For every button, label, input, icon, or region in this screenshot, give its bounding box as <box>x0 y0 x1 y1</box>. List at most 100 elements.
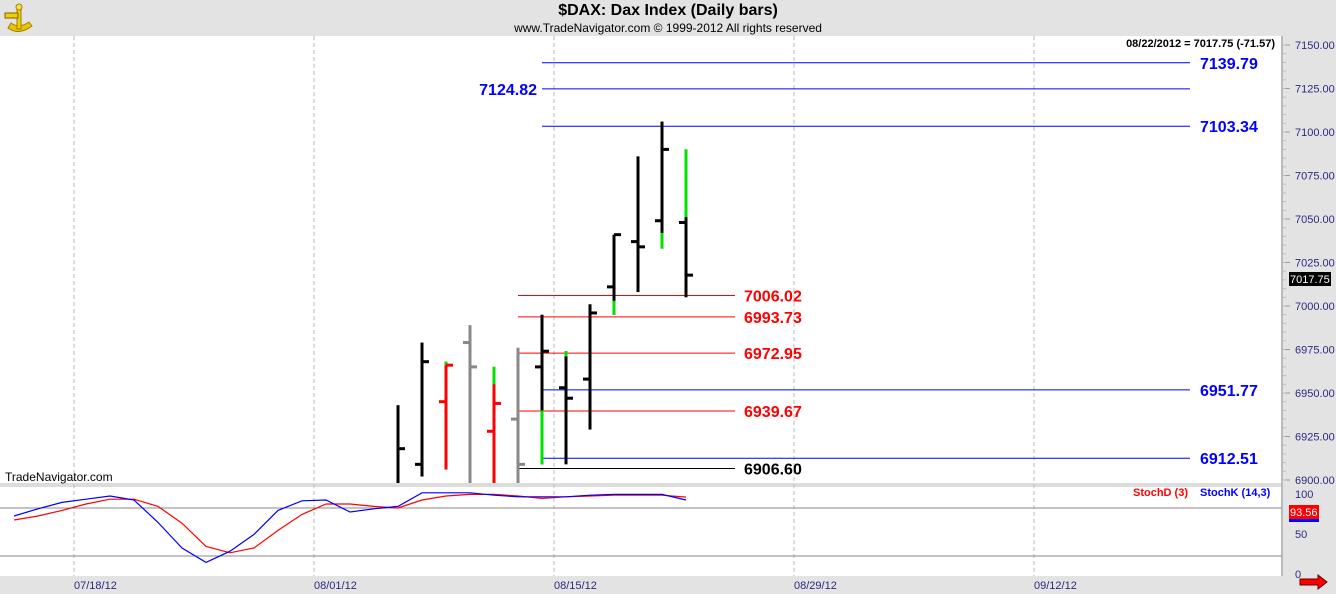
ohlc-bar <box>415 342 429 477</box>
bar-open-tick <box>511 417 518 421</box>
price-readout: 08/22/2012 = 7017.75 (-71.57) <box>1126 38 1275 50</box>
ohlc-bar <box>535 314 549 465</box>
level-label: 6906.60 <box>744 462 802 479</box>
stoch-tick-label: 0 <box>1295 569 1301 581</box>
bar-range <box>540 314 544 465</box>
ohlc-bar <box>679 149 693 298</box>
bar-highlight <box>612 300 616 315</box>
bar-range <box>588 304 592 430</box>
bar-close-tick <box>590 311 597 315</box>
ohlc-bar <box>607 233 621 315</box>
bar-open-tick <box>487 429 494 433</box>
stoch-panel[interactable] <box>0 487 1282 576</box>
ohlc-bar <box>463 325 477 483</box>
last-price-box <box>1289 272 1331 286</box>
watermark-text: TradeNavigator.com <box>5 470 113 484</box>
price-tick-label: 7000.00 <box>1295 301 1335 313</box>
bar-range <box>468 325 472 483</box>
bar-close-tick <box>566 396 573 400</box>
level-label: 6939.67 <box>744 404 802 421</box>
last-stoch-label: 93.56 <box>1290 507 1318 519</box>
level-label: 7103.34 <box>1200 119 1258 136</box>
bar-range <box>636 156 640 293</box>
stoch-tick-label: 50 <box>1295 529 1307 541</box>
level-label: 6972.95 <box>744 346 802 363</box>
last-stoch-box <box>1289 505 1319 519</box>
ohlc-bar <box>559 351 573 465</box>
last-price-label: 7017.75 <box>1290 274 1330 286</box>
arrow-right-icon[interactable] <box>1299 573 1328 591</box>
level-label: 7124.82 <box>479 82 537 99</box>
ohlc-bar <box>583 304 597 430</box>
bar-open-tick <box>655 219 662 223</box>
bar-close-tick <box>398 447 405 451</box>
bar-open-tick <box>679 220 686 224</box>
bar-open-tick <box>415 462 422 466</box>
last-stochk-marker <box>1289 519 1319 522</box>
price-tick-label: 7150.00 <box>1295 40 1335 52</box>
bar-close-tick <box>422 360 429 364</box>
bar-highlight <box>660 232 664 249</box>
ohlc-bar <box>439 361 453 470</box>
price-tick-label: 7125.00 <box>1295 84 1335 96</box>
chart-header: $DAX: Dax Index (Daily bars) www.TradeNa… <box>0 0 1336 36</box>
ohlc-bar <box>631 156 645 293</box>
bar-close-tick <box>446 363 453 367</box>
bar-range <box>516 347 520 483</box>
sextant-icon <box>4 3 33 32</box>
date-tick-label: 07/18/12 <box>74 580 117 592</box>
bar-range <box>444 361 448 470</box>
bar-highlight <box>564 351 568 357</box>
ohlc-bar <box>655 121 669 249</box>
date-tick-label: 09/12/12 <box>1034 580 1077 592</box>
level-label: 6951.77 <box>1200 383 1258 400</box>
date-tick-label: 08/01/12 <box>314 580 357 592</box>
bar-range <box>492 366 496 483</box>
price-tick-label: 7075.00 <box>1295 171 1335 183</box>
level-label: 6993.73 <box>744 310 802 327</box>
price-tick-label: 7050.00 <box>1295 214 1335 226</box>
bar-open-tick <box>607 285 614 289</box>
price-tick-label: 6925.00 <box>1295 432 1335 444</box>
level-label: 7139.79 <box>1200 56 1258 73</box>
bar-open-tick <box>559 386 566 390</box>
price-tick-label: 7100.00 <box>1295 127 1335 139</box>
bar-close-tick <box>638 245 645 249</box>
bar-range <box>660 121 664 249</box>
bar-close-tick <box>542 349 549 353</box>
price-tick-label: 6950.00 <box>1295 388 1335 400</box>
bar-close-tick <box>686 273 693 277</box>
price-panel[interactable] <box>0 36 1282 483</box>
ohlc-bar <box>487 366 501 483</box>
date-tick-label: 08/29/12 <box>794 580 837 592</box>
level-label: 6912.51 <box>1200 451 1258 468</box>
stochk-legend: StochK (14,3) <box>1200 487 1271 499</box>
date-tick-label: 08/15/12 <box>554 580 597 592</box>
bar-range <box>396 405 400 483</box>
stochd-legend: StochD (3) <box>1133 487 1188 499</box>
bar-highlight <box>492 366 496 385</box>
bar-open-tick <box>535 365 542 369</box>
bar-close-tick <box>494 401 501 405</box>
stochk-line <box>13 492 687 564</box>
bar-close-tick <box>518 462 525 466</box>
copyright-text: www.TradeNavigator.com © 1999-2012 All r… <box>514 21 822 35</box>
bar-close-tick <box>662 147 669 151</box>
bar-close-tick <box>614 233 621 237</box>
bar-highlight <box>684 149 688 218</box>
bar-open-tick <box>439 400 446 404</box>
ohlc-bar <box>396 405 405 483</box>
panel-splitter[interactable] <box>0 483 1282 487</box>
bar-open-tick <box>463 341 470 345</box>
bar-highlight <box>540 410 544 465</box>
bar-close-tick <box>470 365 477 369</box>
price-tick-label: 6975.00 <box>1295 345 1335 357</box>
bar-highlight <box>444 361 448 366</box>
price-tick-label: 7025.00 <box>1295 258 1335 270</box>
ohlc-bars <box>396 121 693 483</box>
ohlc-bar <box>511 347 525 483</box>
chart-title: $DAX: Dax Index (Daily bars) <box>558 2 778 19</box>
bar-open-tick <box>583 377 590 381</box>
bar-range <box>420 342 424 477</box>
